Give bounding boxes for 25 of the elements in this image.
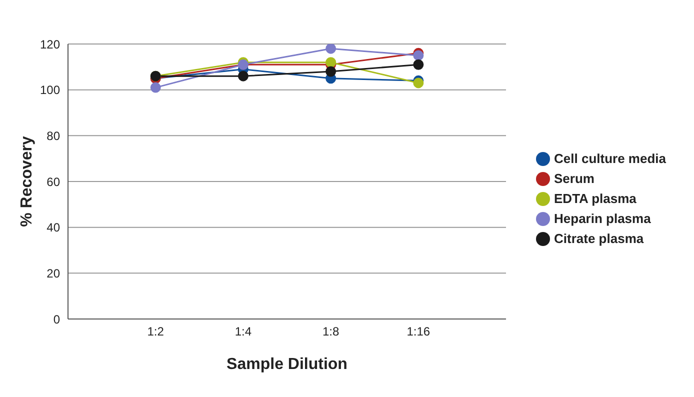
y-tick-label: 60 <box>46 174 60 189</box>
y-tick-label: 80 <box>46 128 60 143</box>
y-axis-title: % Recovery <box>18 136 36 227</box>
y-tick-label: 0 <box>53 312 60 326</box>
x-tick-label: 1:4 <box>234 324 252 339</box>
point <box>326 66 336 77</box>
x-axis-title: Sample Dilution <box>226 356 348 373</box>
y-tick-label: 20 <box>46 266 60 280</box>
x-tick-label: 1:8 <box>322 324 340 339</box>
point <box>326 44 336 54</box>
legend-label: Heparin plasma <box>554 210 651 226</box>
x-tick-label: 1:16 <box>406 324 430 339</box>
point <box>238 70 248 82</box>
legend-label: Citrate plasma <box>554 230 644 246</box>
point <box>413 50 424 61</box>
y-tick-label: 40 <box>46 220 60 235</box>
legend-label: Cell culture media <box>554 150 666 166</box>
legend-label: EDTA plasma <box>554 190 636 206</box>
point <box>150 82 161 93</box>
point <box>413 59 424 70</box>
point <box>413 78 424 88</box>
y-tick-label: 100 <box>40 83 60 98</box>
x-tick-label: 1:2 <box>147 324 164 339</box>
legend-label: Serum <box>554 170 594 186</box>
y-tick-label: 120 <box>40 37 60 52</box>
